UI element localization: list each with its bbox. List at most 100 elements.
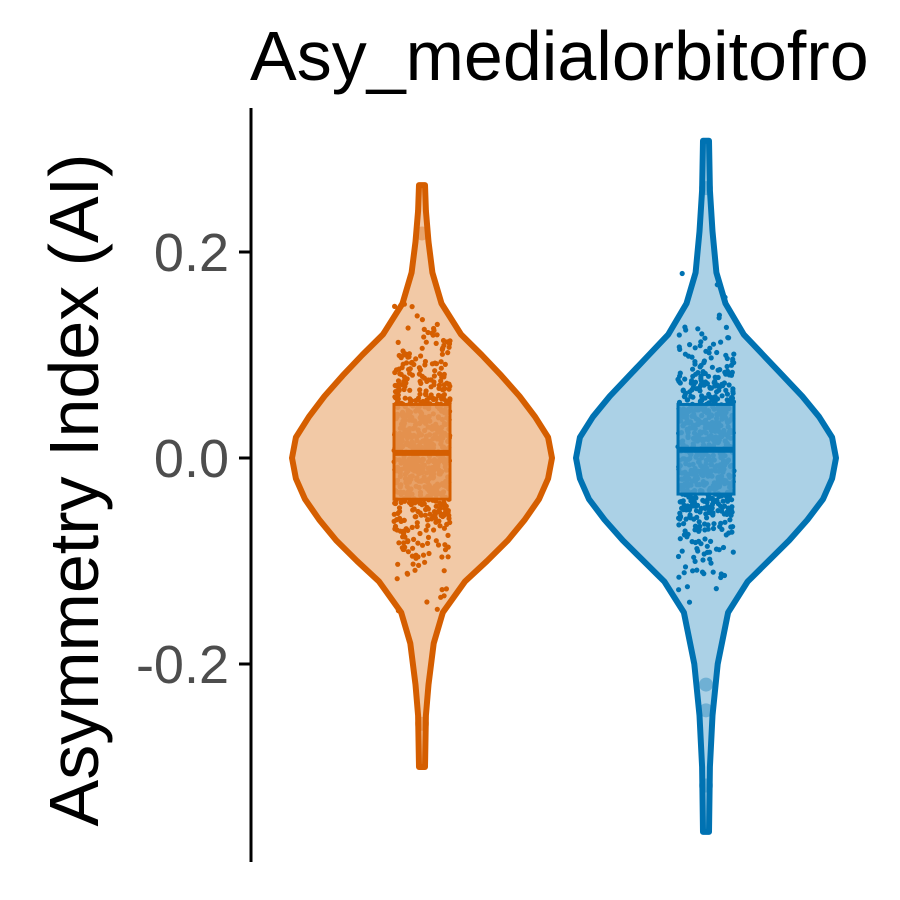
data-point xyxy=(415,541,420,546)
data-point xyxy=(682,377,687,382)
data-point xyxy=(431,527,436,532)
data-point xyxy=(712,380,717,385)
data-point xyxy=(680,271,685,276)
data-point xyxy=(731,550,736,555)
data-point xyxy=(690,395,695,400)
data-point xyxy=(435,607,440,612)
data-point xyxy=(680,549,685,554)
data-point xyxy=(432,368,437,373)
data-point xyxy=(415,313,420,318)
data-point xyxy=(440,587,445,592)
data-point xyxy=(691,503,696,508)
data-point xyxy=(725,496,730,501)
data-point xyxy=(420,317,425,322)
y-axis-label: Asymmetry Index (AI) xyxy=(35,154,113,827)
data-point xyxy=(676,522,681,527)
data-point xyxy=(725,335,730,340)
data-point xyxy=(695,326,700,331)
data-point xyxy=(445,350,450,355)
outlier-point xyxy=(699,181,713,195)
data-point xyxy=(393,383,398,388)
data-point xyxy=(445,533,450,538)
data-point xyxy=(410,304,415,309)
data-point xyxy=(730,524,735,529)
data-point xyxy=(392,512,397,517)
data-point xyxy=(722,380,727,385)
data-point xyxy=(422,560,427,565)
data-point xyxy=(724,325,729,330)
data-point xyxy=(395,576,400,581)
data-point xyxy=(397,505,402,510)
data-point xyxy=(423,392,428,397)
data-point xyxy=(402,302,407,307)
data-point xyxy=(718,575,723,580)
data-point xyxy=(430,361,435,366)
data-point xyxy=(395,527,400,532)
data-point xyxy=(392,370,397,375)
data-point xyxy=(709,386,714,391)
data-point xyxy=(444,399,449,404)
data-point xyxy=(431,382,436,387)
data-point xyxy=(439,554,444,559)
data-point xyxy=(418,353,423,358)
data-point xyxy=(700,570,705,575)
data-point xyxy=(695,548,700,553)
data-point xyxy=(718,504,723,509)
data-point xyxy=(676,516,681,521)
data-point xyxy=(727,382,732,387)
data-point xyxy=(396,378,401,383)
data-point xyxy=(434,341,439,346)
data-point xyxy=(697,519,702,524)
data-point xyxy=(698,343,703,348)
data-point xyxy=(447,345,452,350)
data-point xyxy=(442,392,447,397)
data-point xyxy=(725,392,730,397)
data-point xyxy=(426,551,431,556)
data-point xyxy=(410,546,415,551)
data-point xyxy=(715,508,720,513)
data-point xyxy=(711,521,716,526)
data-point xyxy=(424,340,429,345)
data-point xyxy=(692,527,697,532)
data-point xyxy=(708,539,713,544)
data-point xyxy=(698,376,703,381)
data-point xyxy=(417,531,422,536)
data-point xyxy=(403,396,408,401)
data-point xyxy=(693,380,698,385)
data-point xyxy=(683,327,688,332)
data-point xyxy=(725,369,730,374)
outlier-point xyxy=(699,779,713,793)
data-point xyxy=(442,542,447,547)
data-point xyxy=(716,388,721,393)
data-point xyxy=(731,352,736,357)
data-point xyxy=(410,525,415,530)
data-point xyxy=(729,497,734,502)
data-point xyxy=(431,328,436,333)
data-point xyxy=(711,342,716,347)
data-point xyxy=(730,509,735,514)
data-point xyxy=(676,575,681,580)
data-point xyxy=(427,512,432,517)
data-point xyxy=(401,352,406,357)
data-point xyxy=(713,375,718,380)
data-point xyxy=(429,516,434,521)
data-point xyxy=(426,506,431,511)
data-point xyxy=(396,608,401,613)
data-point xyxy=(399,519,404,524)
data-point xyxy=(722,295,727,300)
data-point xyxy=(697,509,702,514)
data-point xyxy=(717,547,722,552)
data-point xyxy=(676,587,681,592)
data-point xyxy=(722,520,727,525)
data-point xyxy=(399,372,404,377)
data-point xyxy=(687,600,692,605)
data-point xyxy=(422,376,427,381)
data-point xyxy=(437,506,442,511)
data-point xyxy=(702,336,707,341)
data-point xyxy=(444,381,449,386)
data-point xyxy=(718,340,723,345)
data-point xyxy=(688,498,693,503)
data-point xyxy=(418,379,423,384)
